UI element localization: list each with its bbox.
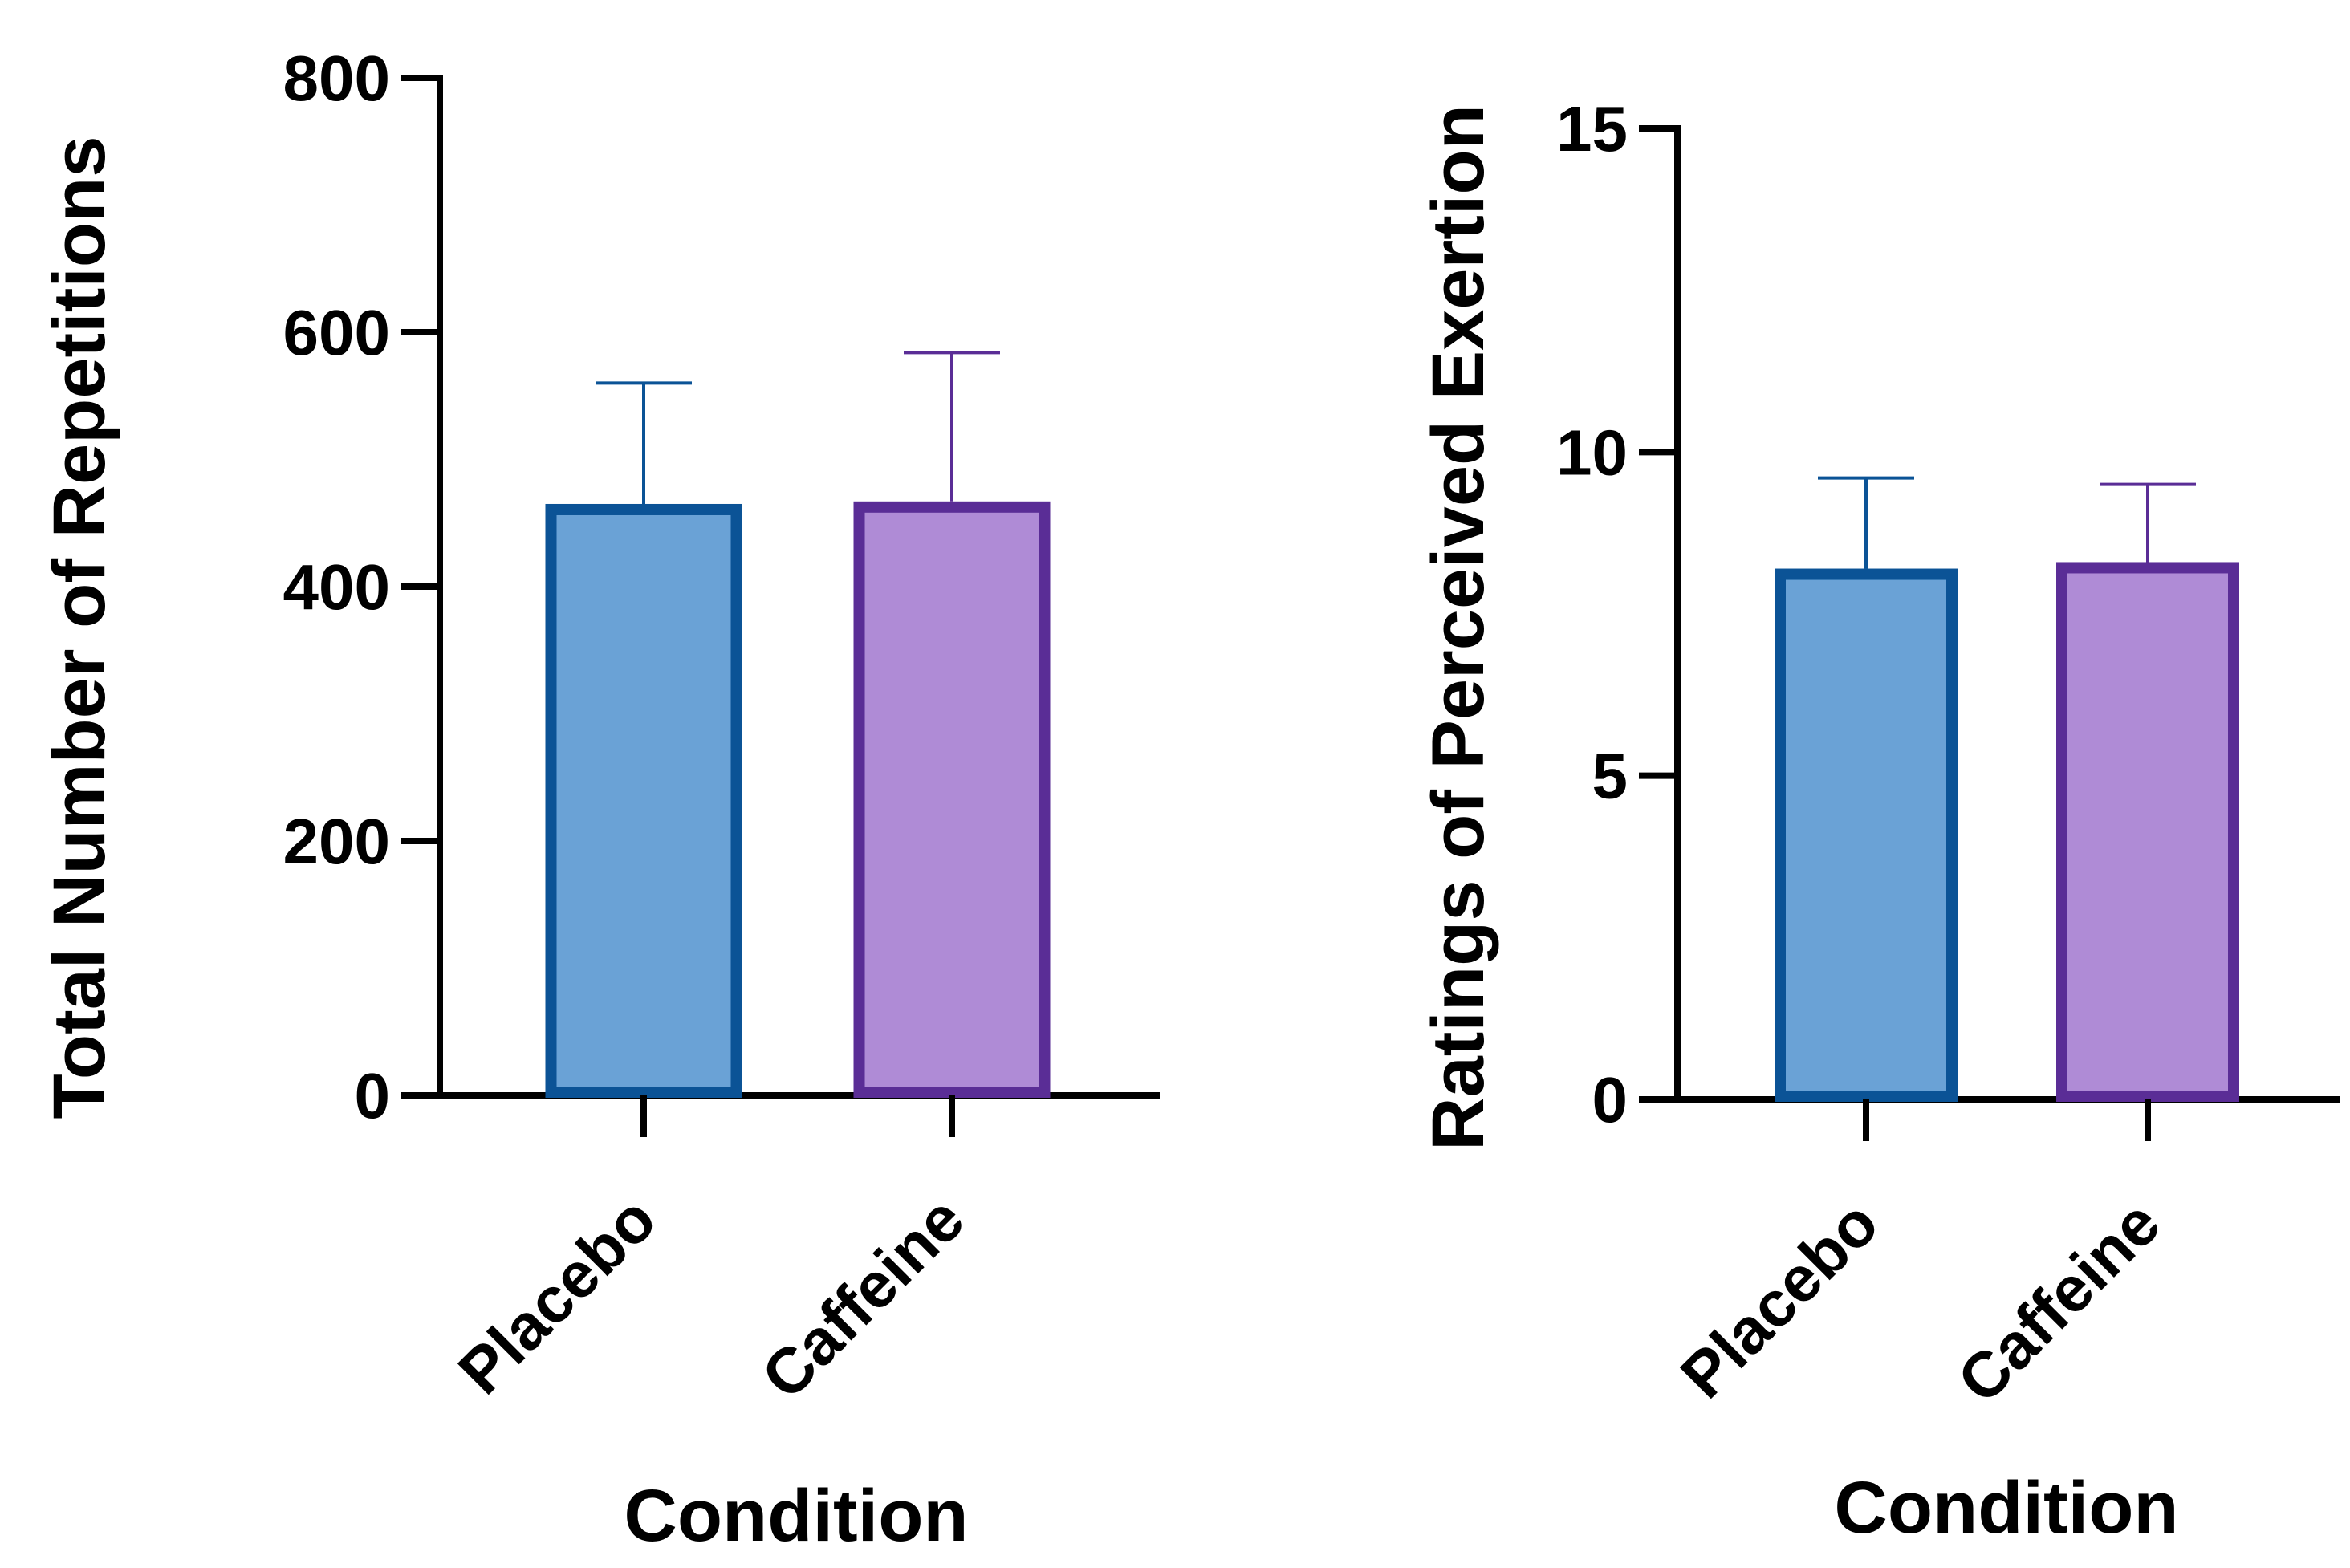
repetitions-axes [437,75,1160,1099]
rpe-y-tick-label: 0 [1592,1064,1628,1135]
rpe-y-axis-title: Ratings of Perceived Exertion [1417,104,1499,1151]
repetitions-chart: 0 200 400 600 800 Placebo Caffeine Total Numb… [39,43,1160,1557]
repetitions-bar-caffeine [853,501,1051,1098]
repetitions-category-label-caffeine: Caffeine [748,1183,978,1412]
repetitions-y-tick-label: 0 [355,1060,391,1131]
rpe-chart: 0 5 10 15 Placebo Caffeine Ratings of Percei… [1417,93,2340,1549]
rpe-y-tick-label: 10 [1556,416,1628,488]
rpe-category-label-placebo: Placebo [1667,1187,1892,1412]
rpe-axes [1674,125,2340,1103]
rpe-error-bars [1818,476,2196,569]
rpe-y-tick-label: 5 [1592,741,1628,812]
rpe-bar-placebo [1775,568,1958,1102]
rpe-y-tick-label: 15 [1556,93,1628,165]
repetitions-y-tick-label: 400 [283,551,390,623]
repetitions-y-tick-label: 800 [283,43,390,114]
repetitions-y-tick-label: 200 [283,806,390,877]
rpe-bar-caffeine [2056,562,2239,1102]
rpe-x-axis-title: Condition [1834,1467,2178,1549]
repetitions-bars [545,501,1051,1098]
rpe-x-ticks: Placebo Caffeine [1667,1099,2173,1416]
rpe-category-label-caffeine: Caffeine [1944,1187,2173,1416]
repetitions-error-bars [596,351,1000,504]
rpe-y-ticks: 0 5 10 15 [1556,93,1677,1135]
repetitions-y-tick-label: 600 [283,297,390,368]
repetitions-x-ticks: Placebo Caffeine [445,1095,978,1412]
repetitions-y-axis-title: Total Number of Repetitions [39,136,120,1119]
repetitions-x-axis-title: Condition [624,1475,968,1557]
repetitions-category-label-placebo: Placebo [445,1183,669,1408]
rpe-bars [1775,562,2239,1102]
repetitions-bar-placebo [545,503,742,1098]
repetitions-y-ticks: 0 200 400 600 800 [283,43,440,1131]
